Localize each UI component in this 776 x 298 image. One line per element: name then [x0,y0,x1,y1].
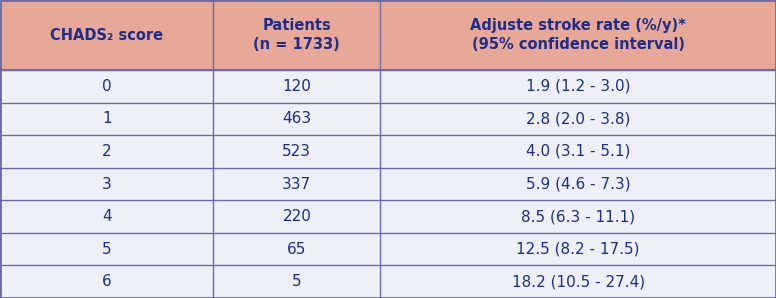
Text: 18.2 (10.5 - 27.4): 18.2 (10.5 - 27.4) [511,274,645,289]
Text: 523: 523 [282,144,311,159]
Bar [213,0,380,70]
Bar [0,266,213,298]
Text: 1.9 (1.2 - 3.0): 1.9 (1.2 - 3.0) [526,79,630,94]
Text: 120: 120 [282,79,311,94]
Text: 220: 220 [282,209,311,224]
Bar [0,70,213,103]
Text: 463: 463 [282,111,311,126]
Text: CHADS₂ score: CHADS₂ score [50,27,163,43]
Text: 12.5 (8.2 - 17.5): 12.5 (8.2 - 17.5) [516,242,640,257]
Text: 5: 5 [292,274,302,289]
Text: 0: 0 [102,79,112,94]
Bar [0,168,213,200]
Text: 8.5 (6.3 - 11.1): 8.5 (6.3 - 11.1) [521,209,636,224]
Text: 5: 5 [102,242,112,257]
Text: 337: 337 [282,176,311,192]
Bar [213,168,380,200]
Bar [380,266,776,298]
Text: Adjuste stroke rate (%/y)*
(95% confidence interval): Adjuste stroke rate (%/y)* (95% confiden… [470,18,686,52]
Bar [213,200,380,233]
Bar [380,103,776,135]
Bar [0,0,213,70]
Text: 1: 1 [102,111,112,126]
Text: 6: 6 [102,274,112,289]
Text: 2: 2 [102,144,112,159]
Text: 2.8 (2.0 - 3.8): 2.8 (2.0 - 3.8) [526,111,630,126]
Bar [213,135,380,168]
Text: 3: 3 [102,176,112,192]
Bar [213,233,380,266]
Text: 5.9 (4.6 - 7.3): 5.9 (4.6 - 7.3) [526,176,630,192]
Bar [0,200,213,233]
Text: 4: 4 [102,209,112,224]
Bar [380,200,776,233]
Bar [0,103,213,135]
Bar [380,0,776,70]
Bar [0,233,213,266]
Bar [380,233,776,266]
Text: 65: 65 [287,242,307,257]
Text: 4.0 (3.1 - 5.1): 4.0 (3.1 - 5.1) [526,144,630,159]
Bar [213,70,380,103]
Bar [213,103,380,135]
Bar [380,70,776,103]
Bar [0,135,213,168]
Bar [380,135,776,168]
Bar [380,168,776,200]
Bar [213,266,380,298]
Text: Patients
(n = 1733): Patients (n = 1733) [254,18,340,52]
